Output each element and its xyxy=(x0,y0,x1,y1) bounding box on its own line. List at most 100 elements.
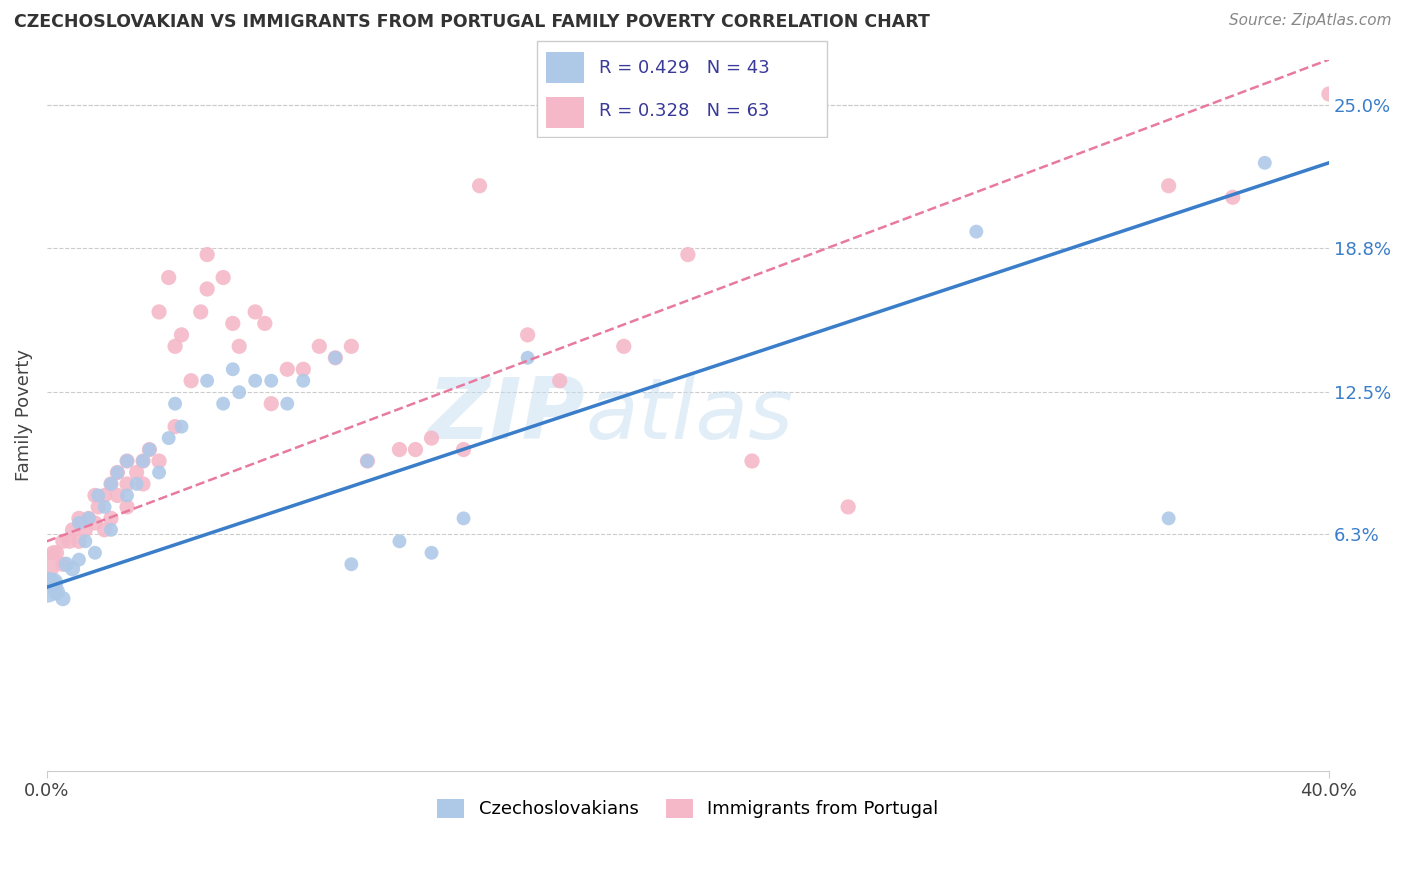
Point xyxy=(45,584,67,599)
Point xyxy=(420,431,443,445)
FancyBboxPatch shape xyxy=(546,97,585,128)
Text: atlas: atlas xyxy=(585,374,793,457)
Point xyxy=(228,385,250,400)
Point xyxy=(516,351,538,365)
Point xyxy=(115,454,138,468)
Point xyxy=(52,558,75,572)
Point xyxy=(356,454,378,468)
FancyBboxPatch shape xyxy=(546,52,585,83)
Point xyxy=(190,305,212,319)
Point xyxy=(67,516,90,530)
Point xyxy=(340,339,363,353)
Point xyxy=(245,374,267,388)
Point xyxy=(180,374,202,388)
Point xyxy=(292,374,315,388)
Point xyxy=(100,477,122,491)
Point xyxy=(87,488,110,502)
Point xyxy=(260,374,283,388)
Point xyxy=(276,397,298,411)
Point xyxy=(115,500,138,514)
Point xyxy=(676,247,699,261)
Text: R = 0.328   N = 63: R = 0.328 N = 63 xyxy=(599,102,769,120)
Point xyxy=(67,534,90,549)
Point xyxy=(35,558,58,572)
Point xyxy=(75,534,97,549)
Point xyxy=(125,477,148,491)
Point xyxy=(253,317,276,331)
Text: CZECHOSLOVAKIAN VS IMMIGRANTS FROM PORTUGAL FAMILY POVERTY CORRELATION CHART: CZECHOSLOVAKIAN VS IMMIGRANTS FROM PORTU… xyxy=(14,13,929,31)
Point xyxy=(67,511,90,525)
Point xyxy=(62,562,84,576)
Y-axis label: Family Poverty: Family Poverty xyxy=(15,349,32,481)
Point xyxy=(52,534,75,549)
Point xyxy=(55,558,77,572)
Point xyxy=(276,362,298,376)
Point xyxy=(837,500,859,514)
Point xyxy=(115,477,138,491)
Point xyxy=(404,442,426,457)
Point xyxy=(105,488,128,502)
Point xyxy=(93,488,115,502)
Point xyxy=(325,351,347,365)
Point xyxy=(388,534,411,549)
Point xyxy=(148,454,170,468)
Point xyxy=(105,466,128,480)
Point xyxy=(420,546,443,560)
Point xyxy=(42,546,65,560)
Point xyxy=(1254,156,1277,170)
Point xyxy=(84,516,107,530)
Point xyxy=(212,397,235,411)
Point xyxy=(105,466,128,480)
Text: Source: ZipAtlas.com: Source: ZipAtlas.com xyxy=(1229,13,1392,29)
Point xyxy=(132,477,155,491)
Text: R = 0.429   N = 43: R = 0.429 N = 43 xyxy=(599,59,770,77)
Point xyxy=(388,442,411,457)
Point xyxy=(195,374,218,388)
Point xyxy=(468,178,491,193)
Point xyxy=(157,270,180,285)
Point xyxy=(613,339,636,353)
Point xyxy=(195,282,218,296)
Point xyxy=(548,374,571,388)
Point xyxy=(58,534,80,549)
FancyBboxPatch shape xyxy=(537,41,827,137)
Point xyxy=(245,305,267,319)
Point xyxy=(1157,511,1180,525)
Point xyxy=(62,523,84,537)
Point xyxy=(148,305,170,319)
Point xyxy=(741,454,763,468)
Point xyxy=(1222,190,1244,204)
Point xyxy=(965,225,987,239)
Point xyxy=(93,500,115,514)
Point xyxy=(308,339,330,353)
Point xyxy=(125,466,148,480)
Point xyxy=(453,442,475,457)
Point xyxy=(165,397,187,411)
Point xyxy=(52,591,75,606)
Point xyxy=(212,270,235,285)
Point xyxy=(325,351,347,365)
Point xyxy=(100,477,122,491)
Point xyxy=(340,558,363,572)
Point xyxy=(132,454,155,468)
Point xyxy=(77,511,100,525)
Point xyxy=(138,442,160,457)
Point xyxy=(1317,87,1340,101)
Point xyxy=(222,362,245,376)
Point xyxy=(77,511,100,525)
Point xyxy=(195,247,218,261)
Point xyxy=(138,442,160,457)
Point xyxy=(45,546,67,560)
Point xyxy=(100,511,122,525)
Point xyxy=(42,575,65,590)
Point xyxy=(75,523,97,537)
Point xyxy=(100,523,122,537)
Point xyxy=(84,488,107,502)
Point xyxy=(93,523,115,537)
Point xyxy=(115,488,138,502)
Legend: Czechoslovakians, Immigrants from Portugal: Czechoslovakians, Immigrants from Portug… xyxy=(430,792,946,826)
Point xyxy=(84,546,107,560)
Point xyxy=(170,327,193,342)
Point xyxy=(87,500,110,514)
Point xyxy=(148,466,170,480)
